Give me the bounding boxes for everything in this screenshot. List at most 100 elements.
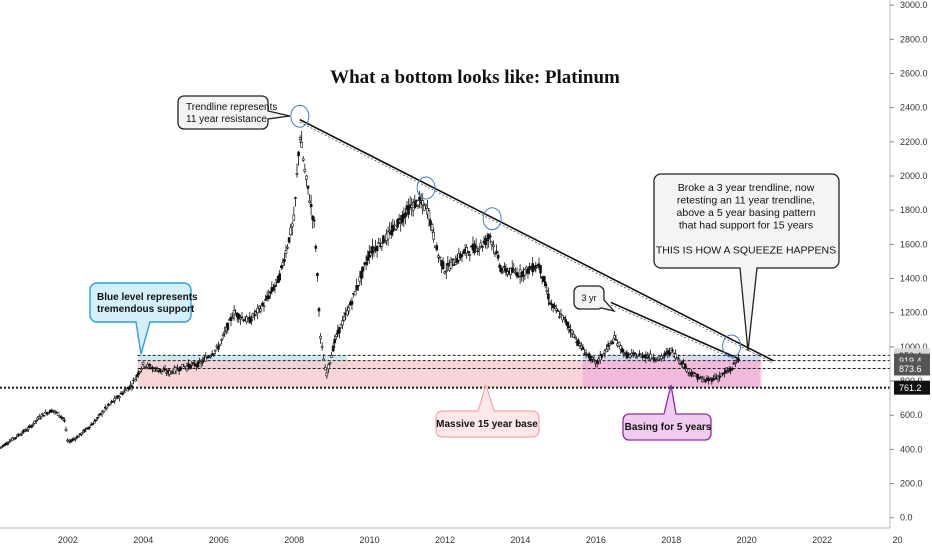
- candle-body: [496, 254, 500, 259]
- candle-body: [422, 204, 426, 211]
- candle-body: [279, 265, 283, 268]
- candle-body: [707, 379, 710, 382]
- candle-body: [330, 355, 333, 358]
- annotation-3yr-text: 3 yr: [581, 293, 596, 303]
- candle-body: [683, 363, 687, 368]
- x-tick-label: 2010: [360, 535, 380, 545]
- candle-body: [465, 247, 468, 254]
- candle-body: [30, 425, 33, 428]
- candle-body: [567, 325, 571, 328]
- candle-body: [53, 410, 57, 413]
- candle-body: [675, 357, 679, 360]
- candle-body: [652, 357, 655, 360]
- candle-body: [435, 245, 439, 251]
- candle-body: [59, 416, 63, 419]
- candle-body: [705, 377, 709, 380]
- x-tick-label: 2002: [58, 535, 78, 545]
- candle-body: [421, 200, 424, 206]
- candle-body: [212, 353, 216, 355]
- candle-body: [526, 268, 530, 274]
- candle-body: [380, 243, 384, 247]
- candle-body: [320, 346, 324, 348]
- annotation-basing: Basing for 5 years: [622, 384, 712, 441]
- candle-body: [338, 327, 341, 334]
- candle-body: [102, 410, 106, 413]
- y-tick-label: 2600.0: [900, 68, 928, 78]
- candle-body: [0, 446, 3, 448]
- candle-body: [355, 285, 358, 291]
- candle-body: [578, 343, 582, 346]
- candle-body: [680, 361, 684, 366]
- trendline-1: [299, 118, 774, 362]
- annotation-line: 3 yr: [581, 293, 596, 303]
- x-tick-label: 2020: [737, 535, 757, 545]
- candle-body: [693, 372, 696, 375]
- candle-body: [268, 291, 272, 294]
- y-tick-label: 200.0: [900, 479, 923, 489]
- candle-body: [592, 359, 596, 362]
- candle-body: [342, 316, 346, 321]
- annotation-squeeze-text: Broke a 3 year trendline, now retesting a…: [656, 182, 836, 257]
- candle-body: [97, 414, 101, 417]
- candle-body: [305, 175, 308, 180]
- candle-body: [232, 310, 236, 316]
- candle-body: [292, 214, 296, 221]
- candle-body: [531, 263, 534, 273]
- annotation-basing-text: Basing for 5 years: [625, 422, 712, 433]
- candle-body: [152, 368, 156, 372]
- candle-body: [366, 256, 369, 261]
- y-tick-label: 2400.0: [900, 103, 928, 113]
- x-tick-label: 2016: [586, 535, 606, 545]
- y-tick-label: 1600.0: [900, 239, 928, 249]
- candle-body: [360, 270, 363, 279]
- candle-body: [301, 158, 305, 161]
- candle-body: [185, 365, 189, 370]
- candle-body: [663, 353, 666, 357]
- candle-body: [9, 439, 13, 442]
- y-tick-label: 400.0: [900, 444, 923, 454]
- candle-body: [80, 432, 84, 435]
- candle-body: [605, 348, 608, 353]
- candle-body: [655, 359, 659, 362]
- candle-body: [611, 341, 615, 344]
- candle-body: [361, 266, 365, 272]
- candle-body: [294, 197, 297, 199]
- annotation-3yr: 3 yr: [573, 285, 616, 313]
- candle-body: [322, 358, 325, 362]
- candle-body: [220, 339, 223, 341]
- candle-body: [485, 239, 489, 242]
- candle-body: [261, 302, 264, 306]
- candle-body: [209, 355, 212, 358]
- candle-body: [316, 273, 319, 277]
- candle-body: [525, 266, 528, 271]
- candle-body: [278, 273, 281, 281]
- candle-body: [554, 308, 558, 311]
- candle-body: [446, 262, 450, 266]
- candle-body: [624, 351, 627, 354]
- candle-body: [328, 362, 332, 364]
- zone-pink-basing: [582, 360, 760, 388]
- candle-body: [218, 343, 222, 346]
- candle-body: [358, 276, 362, 282]
- candle-body: [306, 185, 310, 189]
- candle-body: [25, 429, 29, 432]
- candle-body: [213, 349, 217, 352]
- candle-body: [608, 343, 611, 346]
- candle-body: [26, 427, 30, 430]
- candle-body: [286, 247, 289, 249]
- candle-body: [39, 416, 43, 419]
- y-tick-label: 1800.0: [900, 205, 928, 215]
- candle-body: [141, 361, 145, 365]
- candle-body: [325, 372, 329, 377]
- highlight-circle: [482, 207, 502, 231]
- x-tick-label: 2004: [133, 535, 153, 545]
- candle-body: [734, 362, 737, 364]
- candle-body: [556, 310, 560, 312]
- candle-body: [297, 151, 300, 157]
- candle-body: [416, 204, 420, 207]
- candle-body: [581, 346, 585, 350]
- chart-title: What a bottom looks like: Platinum: [330, 67, 620, 88]
- candle-body: [129, 384, 132, 387]
- y-tick-label: 2800.0: [900, 34, 928, 44]
